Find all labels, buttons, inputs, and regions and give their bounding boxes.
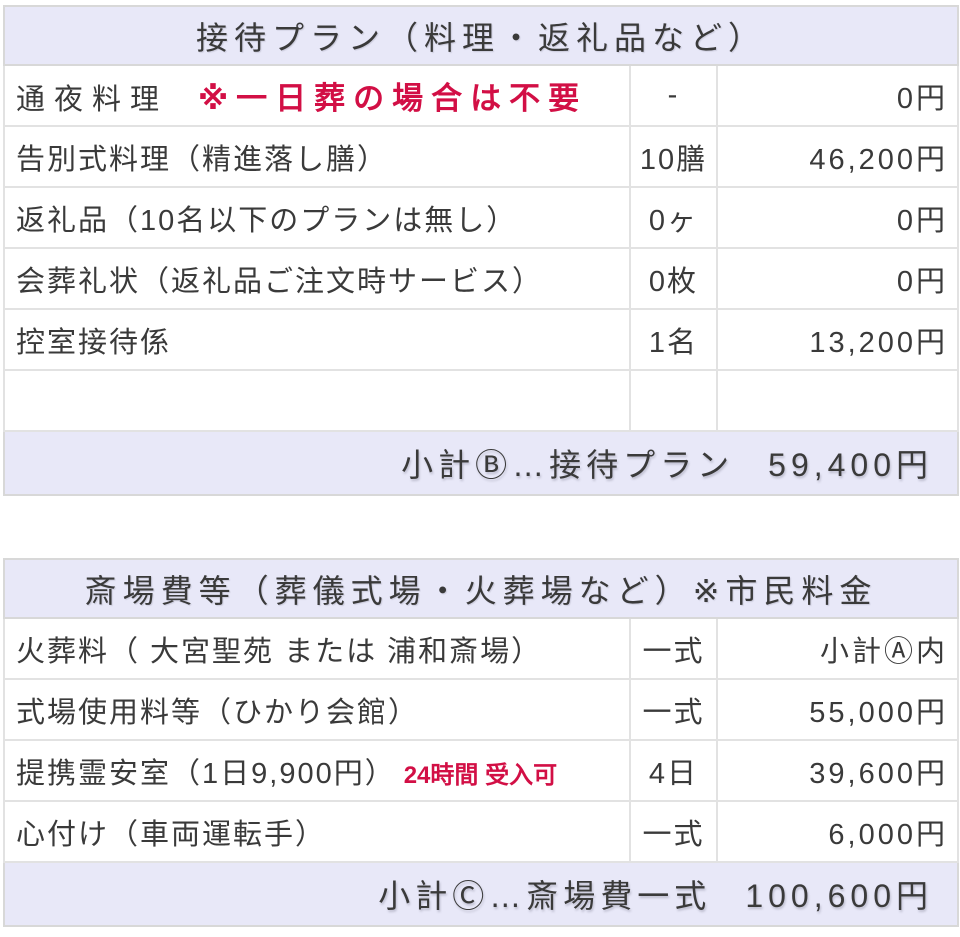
table-header-row: 接待プラン（料理・返礼品など） (2, 5, 960, 66)
table-header-row: 斎場費等（葬儀式場・火葬場など）※市民料金 (3, 558, 959, 619)
price-cell: 39,600円 (716, 739, 959, 802)
table-row: 火葬料（ 大宮聖苑 または 浦和斎場） 一式 小計Ⓐ内 (3, 617, 959, 680)
table-row: 通夜料理 ※一日葬の場合は不要 - 0円 (3, 64, 960, 127)
subtotal-cell: 小計Ⓑ…接待プラン 59,400円 (2, 430, 960, 496)
item-cell: 式場使用料等（ひかり会館） (3, 678, 631, 741)
item-label: 式場使用料等（ひかり会館） (16, 696, 420, 729)
item-note: 24時間 受入可 (403, 761, 558, 789)
qty-cell: - (629, 64, 718, 127)
table-row: 返礼品（10名以下のプランは無し） 0ヶ 0円 (3, 186, 960, 249)
table-row: 控室接待係 1名 13,200円 (3, 308, 960, 371)
table-row: 式場使用料等（ひかり会館） 一式 55,000円 (3, 678, 959, 741)
venue-fee-table: 斎場費等（葬儀式場・火葬場など）※市民料金 火葬料（ 大宮聖苑 または 浦和斎場… (3, 558, 959, 927)
price-cell: 13,200円 (715, 308, 960, 371)
price-cell: 46,200円 (715, 125, 960, 188)
price-cell: 0円 (715, 64, 960, 127)
hospitality-table-title: 接待プラン（料理・返礼品など） (2, 5, 960, 66)
item-label: 火葬料（ 大宮聖苑 または 浦和斎場） (16, 635, 543, 668)
item-cell: 火葬料（ 大宮聖苑 または 浦和斎場） (3, 617, 631, 680)
table-row: 心付け（車両運転手） 一式 6,000円 (3, 800, 959, 863)
qty-cell: 0ヶ (629, 186, 718, 249)
item-note: ※一日葬の場合は不要 (198, 81, 588, 116)
qty-cell: 一式 (629, 800, 718, 863)
item-cell: 提携霊安室（1日9,900円） 24時間 受入可 (3, 739, 631, 802)
item-cell: 返礼品（10名以下のプランは無し） (3, 186, 631, 249)
subtotal-cell: 小計Ⓒ…斎場費一式 100,600円 (3, 861, 959, 927)
item-cell: 告別式料理（精進落し膳） (3, 125, 631, 188)
item-cell (3, 369, 631, 432)
item-cell: 心付け（車両運転手） (3, 800, 631, 863)
item-label: 返礼品（10名以下のプランは無し） (16, 204, 518, 237)
venue-table-title: 斎場費等（葬儀式場・火葬場など）※市民料金 (3, 558, 959, 619)
subtotal-amount: 100,600円 (745, 878, 933, 914)
subtotal-label: 小計Ⓑ…接待プラン (401, 447, 735, 483)
table-row: 会葬礼状（返礼品ご注文時サービス） 0枚 0円 (3, 247, 960, 310)
item-cell: 通夜料理 ※一日葬の場合は不要 (3, 64, 631, 127)
item-cell: 会葬礼状（返礼品ご注文時サービス） (3, 247, 631, 310)
qty-cell (629, 369, 718, 432)
subtotal-amount: 59,400円 (768, 447, 934, 483)
table-row: 提携霊安室（1日9,900円） 24時間 受入可 4日 39,600円 (3, 739, 959, 802)
subtotal-label: 小計Ⓒ…斎場費一式 (378, 878, 712, 914)
item-label: 控室接待係 (16, 326, 172, 359)
price-cell: 6,000円 (716, 800, 959, 863)
table-row-empty (3, 369, 960, 432)
hospitality-plan-table: 接待プラン（料理・返礼品など） 通夜料理 ※一日葬の場合は不要 - 0円 告別式料… (2, 5, 960, 496)
item-label: 心付け（車両運転手） (16, 818, 327, 851)
table-spacer (3, 496, 957, 558)
item-label: 提携霊安室（1日9,900円） (16, 757, 396, 790)
item-label: 告別式料理（精進落し膳） (16, 143, 389, 176)
qty-cell: 0枚 (629, 247, 718, 310)
qty-cell: 1名 (629, 308, 718, 371)
price-cell (715, 369, 960, 432)
table-row: 告別式料理（精進落し膳） 10膳 46,200円 (3, 125, 960, 188)
item-label: 会葬礼状（返礼品ご注文時サービス） (16, 265, 544, 298)
price-cell: 55,000円 (716, 678, 959, 741)
item-label: 通夜料理 (16, 84, 169, 116)
qty-cell: 一式 (629, 617, 718, 680)
item-cell: 控室接待係 (3, 308, 631, 371)
price-cell: 0円 (715, 186, 960, 249)
price-cell: 小計Ⓐ内 (716, 617, 959, 680)
qty-cell: 一式 (629, 678, 718, 741)
subtotal-row-b: 小計Ⓑ…接待プラン 59,400円 (2, 430, 960, 496)
qty-cell: 10膳 (629, 125, 718, 188)
price-cell: 0円 (715, 247, 960, 310)
qty-cell: 4日 (629, 739, 718, 802)
subtotal-row-c: 小計Ⓒ…斎場費一式 100,600円 (3, 861, 959, 927)
